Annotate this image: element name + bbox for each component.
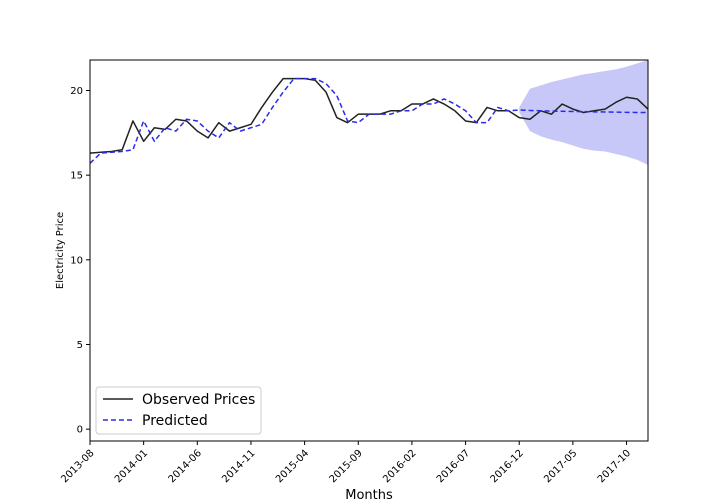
y-tick-label: 15 xyxy=(70,171,83,182)
legend-label: Predicted xyxy=(142,413,208,429)
y-tick-label: 0 xyxy=(77,425,83,436)
plot-frame xyxy=(89,59,649,442)
y-tick-label: 20 xyxy=(70,86,83,97)
legend-box xyxy=(95,386,262,435)
y-axis-title: Electricity Price xyxy=(55,212,66,289)
x-axis-title: Months xyxy=(345,488,393,503)
series-line-predicted xyxy=(89,77,648,164)
legend-label: Observed Prices xyxy=(142,392,255,408)
y-axis: 0 5 10 15 20 xyxy=(70,86,90,436)
y-tick-label: 10 xyxy=(70,255,83,266)
y-tick-label: 5 xyxy=(77,340,83,351)
series-layer xyxy=(89,77,649,164)
legend: Observed Prices Predicted xyxy=(95,386,262,435)
plot-area xyxy=(89,60,649,165)
